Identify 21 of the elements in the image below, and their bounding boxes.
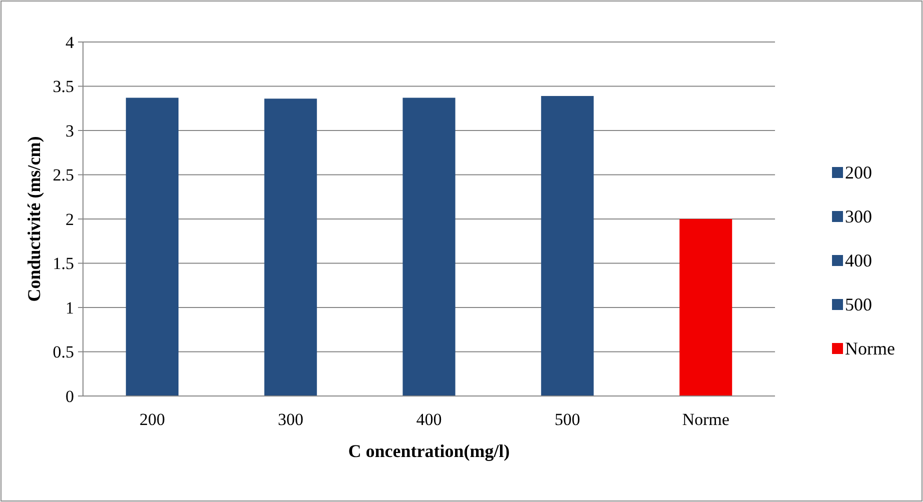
x-tick-label: 400 [416,410,442,429]
x-axis-title: C oncentration(mg/l) [348,441,510,461]
y-tick-label: 0.5 [52,342,74,362]
y-tick-label: 3.5 [52,77,74,96]
y-tick-label: 4 [66,32,74,52]
x-tick-label: Norme [682,410,730,429]
y-tick-label: 1.5 [52,254,74,274]
legend-label: 500 [845,294,872,314]
legend-label: 300 [845,206,872,226]
y-tick-label: 2.5 [52,166,74,185]
y-tick-label: 3 [66,121,74,140]
x-tick-label: 500 [554,410,580,429]
legend-label: 400 [845,250,872,270]
y-tick-label: 0 [66,386,74,406]
x-tick-label: 300 [278,410,304,429]
legend-label: 200 [845,162,872,182]
legend-label: Norme [845,338,895,358]
y-axis-title: Conductivité (ms/cm) [24,136,44,302]
y-tick-label: 1 [66,298,74,318]
x-tick-label: 200 [139,410,165,429]
y-tick-label: 2 [66,210,74,229]
